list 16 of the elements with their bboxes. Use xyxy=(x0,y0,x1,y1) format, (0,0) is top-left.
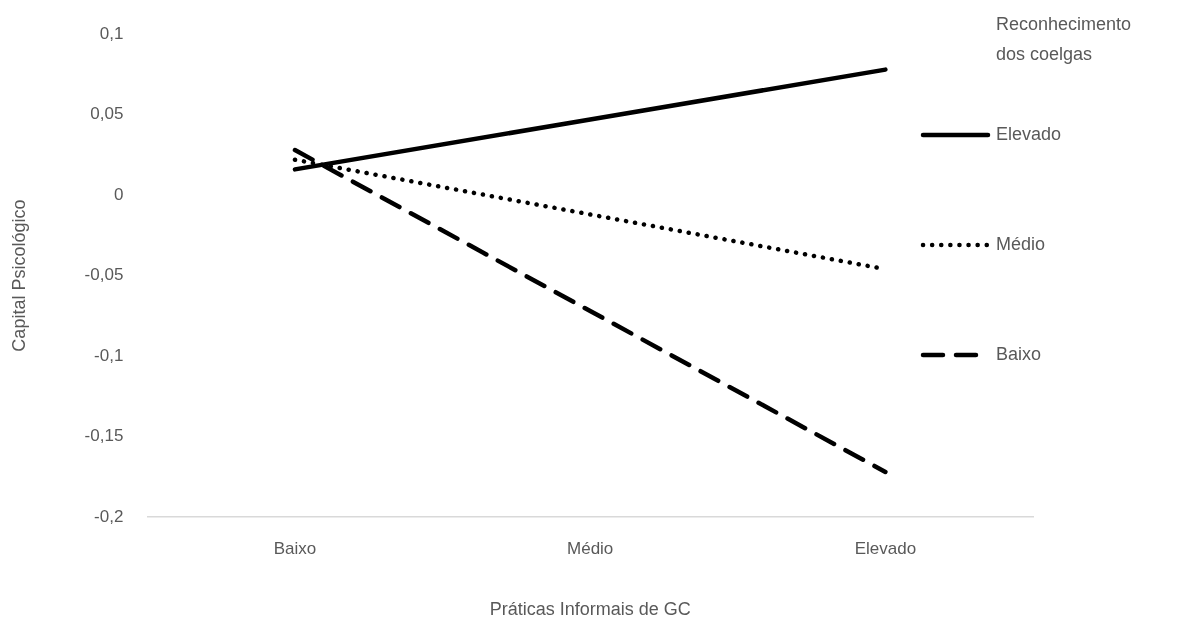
legend-title: Reconhecimento dos coelgas xyxy=(996,13,1132,64)
x-tick-label: Baixo xyxy=(273,538,317,558)
y-tick-label: -0,05 xyxy=(84,265,124,285)
y-tick-label: 0,05 xyxy=(90,104,124,124)
x-tick-label: Médio xyxy=(567,538,614,558)
legend-label: Baixo xyxy=(996,343,1042,364)
y-tick-label: -0,15 xyxy=(84,426,124,446)
y-tick-label: 0,1 xyxy=(99,23,124,43)
y-axis-title: Capital Psicológico xyxy=(8,199,29,352)
y-tick-label: -0,1 xyxy=(94,345,124,365)
legend-label: Elevado xyxy=(996,123,1062,144)
x-tick-label: Elevado xyxy=(854,538,917,558)
legend-label: Médio xyxy=(996,233,1046,254)
y-tick-label: -0,2 xyxy=(94,506,124,526)
y-tick-label: 0 xyxy=(113,184,124,204)
x-axis-title: Práticas Informais de GC xyxy=(489,599,691,620)
